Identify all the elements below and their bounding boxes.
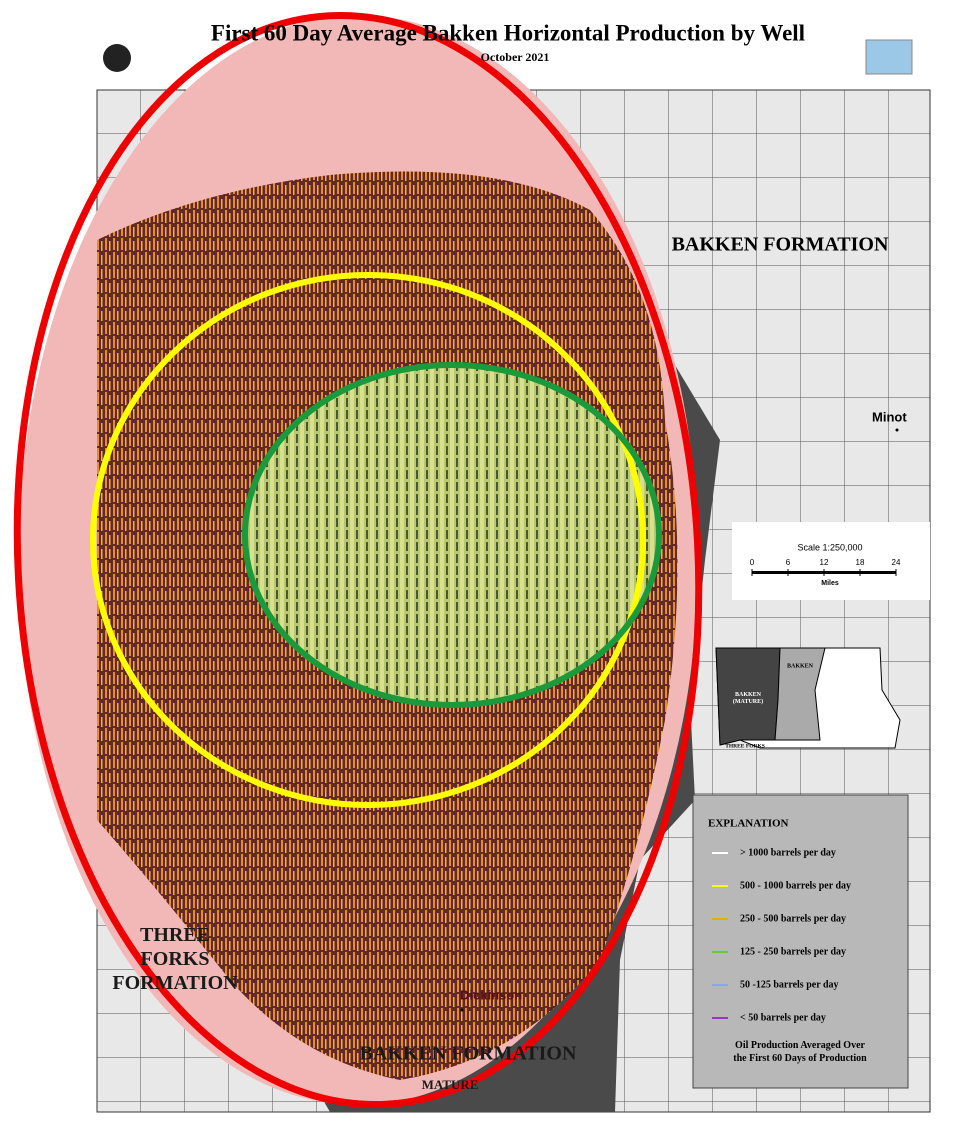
map-area: BAKKEN FORMATION Minot Dickinson THREE FO… <box>13 11 931 1113</box>
middle-ring <box>90 272 646 808</box>
scale-background <box>732 522 930 600</box>
scale-unit: Miles <box>821 580 839 587</box>
city-dot <box>460 1008 464 1012</box>
text-line: the First 60 Days of Production <box>733 1053 867 1064</box>
city-dot <box>895 428 899 432</box>
inset-bakken <box>774 647 826 741</box>
city-label: Minot <box>872 409 907 424</box>
inset-label: BAKKEN <box>787 663 814 669</box>
legend-label: 250 - 500 barrels per day <box>740 913 846 924</box>
inset-label: THREE FORKS <box>725 743 765 749</box>
locator-icon <box>865 39 913 75</box>
legend-title: EXPLANATION <box>708 818 789 830</box>
logo <box>103 44 131 72</box>
inset-map: BAKKEN (MATURE) BAKKEN THREE FORKS <box>715 647 901 749</box>
subtitle: October 2021 <box>481 50 550 64</box>
legend-label: > 1000 barrels per day <box>740 847 836 858</box>
scale-tick-label: 0 <box>750 558 755 567</box>
legend-label: < 50 barrels per day <box>740 1012 826 1023</box>
text-line: Oil Production Averaged Over <box>735 1040 865 1051</box>
scale-title: Scale 1:250,000 <box>797 542 862 552</box>
legend-footer: Oil Production Averaged Over the First 60… <box>733 1040 867 1064</box>
city-label: Dickinson <box>460 987 522 1002</box>
legend-label: 125 - 250 barrels per day <box>740 946 846 957</box>
map-label: BAKKEN FORMATION <box>360 1043 577 1065</box>
legend-label: 50 -125 barrels per day <box>740 979 839 990</box>
legend-items: > 1000 barrels per day 500 - 1000 barrels… <box>712 847 851 1023</box>
text-line: FORMATION <box>112 972 238 994</box>
scale-tick-label: 12 <box>820 558 829 567</box>
map-label: BAKKEN FORMATION <box>672 234 889 256</box>
text-line: (MATURE) <box>733 698 763 705</box>
legend: EXPLANATION > 1000 barrels per day 500 - … <box>692 794 909 1089</box>
map-label: THREE FORKS FORMATION <box>112 924 238 994</box>
text-line: THREE <box>140 924 210 946</box>
scale-tick-label: 6 <box>786 558 791 567</box>
scale-bar: 0 6 12 18 24 <box>750 558 901 576</box>
map-label: MATURE <box>422 1077 479 1092</box>
inset-label: BAKKEN (MATURE) <box>733 692 763 705</box>
scale-box: Scale 1:250,000 0 6 12 18 24 Miles <box>732 522 930 600</box>
legend-label: 500 - 1000 barrels per day <box>740 880 851 891</box>
title: First 60 Day Average Bakken Horizontal P… <box>211 20 805 45</box>
core-area <box>245 365 659 705</box>
outer-ring <box>13 11 703 1109</box>
scale-tick-label: 24 <box>892 558 901 567</box>
header: First 60 Day Average Bakken Horizontal P… <box>103 20 913 75</box>
text-line: BAKKEN <box>735 692 762 698</box>
legend-box <box>692 794 909 1089</box>
text-line: FORKS <box>141 948 210 970</box>
inner-ring <box>242 362 662 708</box>
scale-tick-label: 18 <box>856 558 865 567</box>
